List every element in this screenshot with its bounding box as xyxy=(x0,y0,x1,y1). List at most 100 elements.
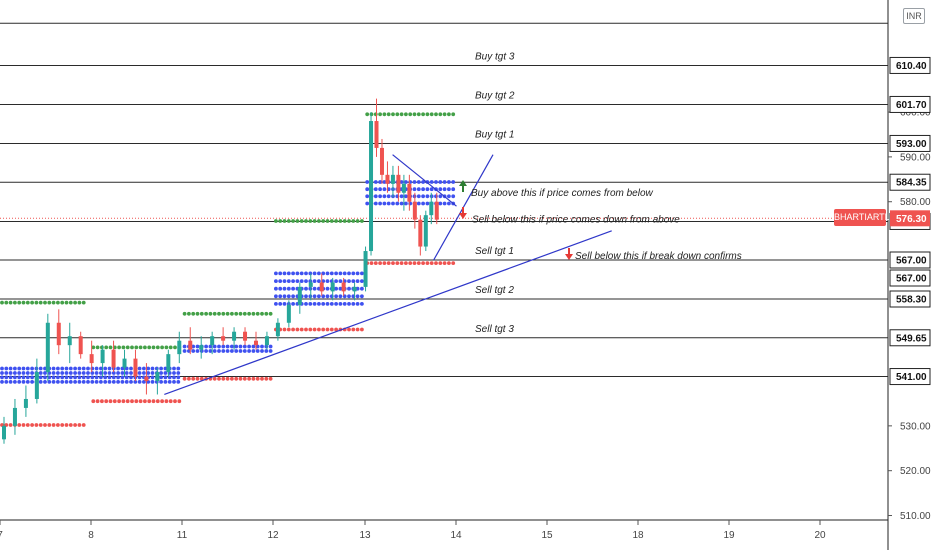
stop-dot xyxy=(274,286,278,291)
stop-dot xyxy=(77,371,82,375)
candle-body xyxy=(122,358,127,368)
stop-dot xyxy=(399,112,404,117)
x-tick-label: 13 xyxy=(359,530,371,541)
stop-dot xyxy=(291,302,295,306)
stop-dot xyxy=(4,375,9,380)
stop-dot xyxy=(421,180,425,184)
stop-dot-row xyxy=(274,271,364,276)
level-note: Sell tgt 3 xyxy=(475,324,514,335)
stop-dot xyxy=(451,187,456,192)
stop-dot xyxy=(225,344,230,349)
arrow-head xyxy=(565,254,573,260)
stop-dot xyxy=(103,371,108,375)
stop-dot xyxy=(164,345,169,350)
stop-dot xyxy=(291,271,295,276)
stop-dot xyxy=(382,194,387,199)
x-tick-label: 14 xyxy=(450,530,462,541)
candle-body xyxy=(78,336,83,355)
stop-dot xyxy=(438,201,443,206)
stop-dot xyxy=(99,380,103,384)
stop-dot xyxy=(234,344,239,349)
stop-dot xyxy=(60,366,65,371)
stop-dot xyxy=(399,194,404,199)
stop-dot xyxy=(195,376,200,381)
stop-dot xyxy=(286,286,291,291)
stop-dot xyxy=(225,311,230,316)
stop-dot xyxy=(151,345,156,350)
stop-dot xyxy=(378,201,382,206)
stop-dot xyxy=(125,399,130,404)
stop-dot xyxy=(355,302,360,306)
candle xyxy=(264,331,269,350)
stop-dot xyxy=(264,349,269,353)
stop-dot xyxy=(163,375,168,380)
stop-dot xyxy=(360,219,364,223)
current-price-label: 576.30 xyxy=(896,214,927,225)
stop-dot xyxy=(378,112,382,117)
stop-dot xyxy=(86,375,90,380)
stop-dot xyxy=(124,375,129,380)
stop-dot xyxy=(81,375,86,380)
stop-dot xyxy=(116,375,120,380)
stop-dot-row xyxy=(182,311,273,316)
stop-dot xyxy=(73,371,77,375)
stop-dot xyxy=(382,180,387,184)
stop-dot xyxy=(160,345,165,350)
stop-dot xyxy=(242,376,247,381)
stop-dot xyxy=(425,201,430,206)
level-price-label: 549.65 xyxy=(896,333,927,344)
candle-body xyxy=(401,183,406,193)
candle xyxy=(89,340,94,373)
stop-dot-row xyxy=(274,294,364,299)
stop-dot xyxy=(334,294,338,299)
candle-body xyxy=(253,340,258,346)
stop-dot xyxy=(382,201,387,206)
stop-dot xyxy=(282,294,287,299)
stop-dot xyxy=(355,327,360,332)
candle xyxy=(188,327,193,355)
stop-dot xyxy=(221,311,226,316)
stop-dot xyxy=(268,311,273,316)
stop-dot xyxy=(325,271,330,276)
stop-dot xyxy=(159,366,164,371)
candle xyxy=(369,112,374,256)
stop-dot xyxy=(278,271,283,276)
stop-dot xyxy=(386,194,391,199)
stop-dot xyxy=(268,349,273,353)
stop-dot xyxy=(421,112,425,117)
stop-dot xyxy=(90,375,95,380)
stop-dot xyxy=(51,423,56,427)
stop-dot xyxy=(8,380,13,384)
stop-dot xyxy=(304,286,308,291)
stop-dot xyxy=(103,380,108,384)
stop-dot xyxy=(247,349,252,353)
x-tick-label: 20 xyxy=(814,530,826,541)
stop-dot xyxy=(108,345,113,350)
stop-dot xyxy=(38,300,43,305)
level-note: Buy tgt 1 xyxy=(475,129,514,140)
candle-body xyxy=(155,372,160,382)
candle-body xyxy=(243,331,248,341)
candle-body xyxy=(330,282,335,292)
stop-dot xyxy=(342,302,347,306)
stop-dot xyxy=(0,300,4,305)
candle xyxy=(379,138,384,184)
level-price-label: 610.40 xyxy=(896,61,927,72)
stop-dot xyxy=(278,279,283,283)
candle xyxy=(133,349,138,382)
candle xyxy=(418,215,423,256)
stop-dot xyxy=(447,194,451,199)
stop-dot xyxy=(138,345,143,350)
candle xyxy=(396,165,401,202)
candle-body xyxy=(12,407,17,426)
stop-dot xyxy=(155,399,160,404)
stop-dot xyxy=(399,261,404,265)
candle-body xyxy=(166,354,171,373)
level-notes: Buy tgt 3 Buy tgt 2 Buy tgt 1 Buy above thi… xyxy=(459,51,742,335)
stop-dot xyxy=(182,349,187,353)
stop-dot xyxy=(129,380,133,384)
stop-dot xyxy=(429,180,434,184)
stop-dot xyxy=(124,371,129,375)
stop-dot xyxy=(177,399,182,404)
